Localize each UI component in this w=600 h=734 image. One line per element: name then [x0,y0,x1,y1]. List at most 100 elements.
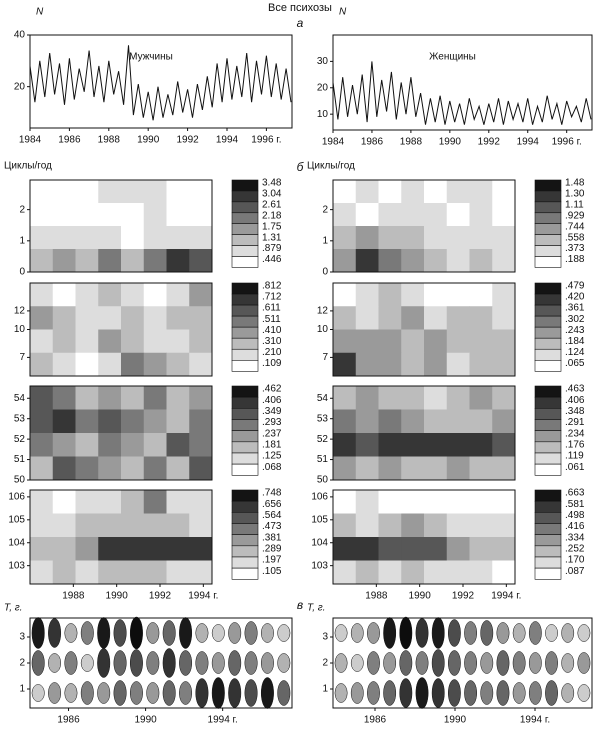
heat-cell [469,329,493,354]
heat-cell [143,513,167,538]
colorbar-box [534,408,562,420]
heat-cell [166,560,190,585]
wavelet-blob [383,652,397,674]
wavelet-blob [528,652,542,674]
colorbar-label: .302 [565,314,585,325]
wavelet-blob [561,653,575,673]
x-tick-label: 1986 [361,137,384,148]
heat-cell [166,456,190,481]
heat-cell [189,386,213,410]
heat-cell [492,249,516,273]
colorbar-box [534,419,562,431]
heat-cell [401,386,425,410]
y-tick-label: 1 [19,235,25,246]
heat-cell [143,306,167,330]
wavelet-blob [48,682,62,704]
colorbar-box [231,179,259,192]
heat-cell [98,560,122,585]
heat-cell [30,283,54,307]
heat-cell [30,537,54,561]
heat-cell [98,537,122,561]
heat-cell [355,180,379,204]
heat-cell [401,352,425,377]
y-axis-label: N [339,7,347,18]
colorbar-box [534,441,562,454]
heat-cell [30,226,54,250]
colorbar-label: .188 [565,254,585,265]
wavelet-blob [146,622,160,644]
wavelet-blob [367,651,380,675]
colorbar-label: .210 [262,347,282,358]
heat-cell [355,433,379,457]
heat-cell [143,490,167,514]
colorbar-box [231,441,259,454]
colorbar-box [534,567,562,580]
wavelet-blob [277,680,291,706]
heat-cell [98,329,122,354]
heat-cell [446,386,470,410]
heat-cell [189,537,213,561]
wavelet-blob [80,654,94,672]
heat-cell [424,537,448,561]
wavelet-blob [48,618,62,648]
colorbar-label: .361 [565,303,585,314]
heat-cell [75,386,99,410]
wavelet-blob [448,679,461,707]
heat-cell [401,409,425,434]
wavelet-blob [480,652,494,674]
colorbar-label: 1.75 [262,221,282,232]
wavelet-blob [464,651,477,675]
colorbar-box [534,348,562,361]
x-tick-label: 1986 [364,715,387,726]
heat-cell [355,283,379,307]
heat-cell [378,537,402,561]
heat-cell [75,409,99,434]
y-tick-label: 50 [14,475,26,486]
heat-cell [378,456,402,481]
heat-cell [469,180,493,204]
colorbar-box [231,326,259,339]
heat-cell [75,537,99,561]
heat-cell [121,329,145,354]
heat-cell [424,226,448,250]
colorbar-box [231,489,259,502]
heat-cell [143,352,167,377]
wavelet-blob [545,680,558,706]
colorbar-box [534,234,562,246]
y-tick-label: 12 [317,306,329,317]
colorbar-box [231,556,259,569]
colorbar-label: .373 [565,243,585,254]
heat-cell [166,283,190,307]
colorbar-box [534,360,562,372]
colorbar-box [534,293,562,306]
colorbar-box [534,452,562,465]
colorbar-box [534,534,562,547]
heat-cell [424,433,448,457]
colorbar-box [231,201,259,214]
wavelet-blob [496,622,510,644]
x-tick-label: 1992 [149,591,172,602]
x-tick-label: 1992 [452,591,475,602]
colorbar-label: .068 [262,462,282,473]
colorbar-label: 2.61 [262,199,282,210]
x-tick-label: 1990 [106,591,129,602]
heat-cell [166,306,190,330]
colorbar-box [534,245,562,257]
colorbar-box [231,256,259,268]
colorbar-label: .237 [262,428,282,439]
wavelet-blob [415,651,429,675]
x-tick-label: 1988 [400,137,423,148]
wavelet-blob [528,621,542,645]
heat-cell [401,203,425,227]
colorbar-label: .406 [565,395,585,406]
x-tick-label: 1984 [19,135,42,146]
colorbar-label: .420 [565,292,585,303]
colorbar-label: .463 [565,384,585,395]
colorbar-label: .473 [262,521,282,532]
colorbar-box [534,256,562,268]
x-tick-label: 1994 [216,135,239,146]
colorbar-box [534,396,562,409]
heat-cell [121,180,145,204]
wavelet-blob [528,681,542,705]
heat-cell [166,249,190,273]
